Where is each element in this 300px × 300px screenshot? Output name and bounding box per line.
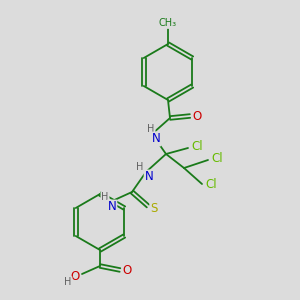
- Text: O: O: [122, 265, 132, 278]
- Text: N: N: [152, 133, 160, 146]
- Text: O: O: [192, 110, 202, 122]
- Text: Cl: Cl: [205, 178, 217, 190]
- Text: O: O: [70, 269, 80, 283]
- Text: CH₃: CH₃: [159, 18, 177, 28]
- Text: H: H: [147, 124, 155, 134]
- Text: Cl: Cl: [211, 152, 223, 164]
- Text: N: N: [145, 170, 153, 184]
- Text: H: H: [136, 162, 144, 172]
- Text: N: N: [108, 200, 116, 214]
- Text: Cl: Cl: [191, 140, 203, 152]
- Text: H: H: [101, 192, 109, 202]
- Text: S: S: [150, 202, 158, 214]
- Text: H: H: [64, 277, 72, 287]
